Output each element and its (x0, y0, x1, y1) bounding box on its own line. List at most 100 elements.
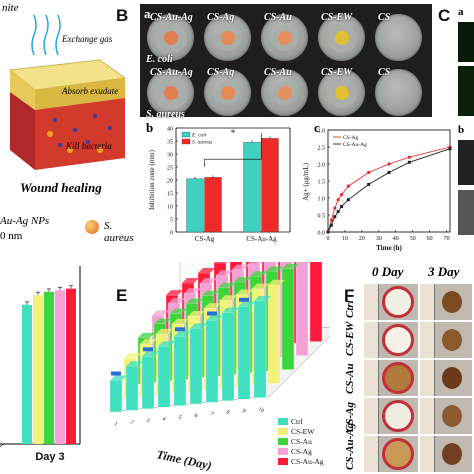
treatment-row-label: CS-Au (344, 363, 356, 394)
error-marker (111, 371, 121, 376)
x-tick-label: 4 (161, 416, 167, 423)
x-tick-label: 2 (129, 419, 135, 426)
error-marker (207, 311, 217, 316)
bar-top (124, 353, 141, 359)
bar-top (138, 332, 155, 338)
col-header-day0: 0 Day (372, 264, 404, 279)
data-point (367, 182, 371, 186)
bar-top (268, 279, 285, 285)
wound-area (442, 405, 462, 427)
legend-swatch (278, 418, 288, 425)
data-point (336, 210, 340, 214)
saureus-legend-label: S. aureus (104, 220, 134, 244)
y-tick-label: 0 (170, 231, 173, 237)
y-axis-label: Inhibition zone (mm) (148, 149, 156, 210)
bar-top (254, 296, 271, 301)
bar (141, 356, 155, 409)
dish-column-label: CS-EW (321, 12, 353, 23)
panel-cb-letter: b (458, 124, 465, 136)
data-point (340, 205, 344, 208)
dressing-block (8, 59, 127, 170)
bar-top (166, 290, 183, 296)
ruler (364, 436, 379, 472)
bar-top (236, 289, 253, 295)
bar-top (172, 318, 189, 324)
sample-disc (277, 85, 292, 100)
ruler (420, 436, 435, 472)
wound-area (442, 367, 462, 389)
bar-top (220, 295, 237, 301)
legend-swatch (181, 131, 191, 138)
bar-top (126, 361, 143, 367)
gas-arrows-icon (31, 14, 61, 56)
bar-top (218, 282, 235, 288)
panel-c-sem-2 (458, 190, 474, 235)
np-legend-label: Au-Ag NPs (0, 215, 50, 227)
wound-photo-day0 (364, 284, 418, 320)
y-tick-label: 15 (167, 192, 173, 198)
bar (173, 336, 187, 406)
dish-column-label: CS-Au-Ag (150, 12, 193, 23)
sample-disc (334, 85, 349, 100)
bar-top (158, 341, 175, 347)
sample-disc (163, 30, 178, 45)
wound-area (382, 286, 414, 318)
bar-top (168, 298, 185, 304)
wound-area (442, 443, 462, 465)
bar (205, 320, 219, 403)
x-tick-label: 60 (427, 236, 433, 242)
data-point (387, 171, 391, 174)
panel-c-sem-1 (458, 140, 474, 185)
x-tick-label: Day 3 (35, 451, 64, 463)
panel-letter-f: F (344, 286, 355, 305)
nite-label: nite (2, 2, 19, 14)
bar (66, 288, 76, 444)
x-tick-label: 50 (410, 236, 416, 242)
petri-dish (261, 69, 308, 116)
legend-label: S. aureus (192, 140, 212, 146)
petri-dish (375, 14, 422, 61)
series-line (327, 148, 451, 233)
np-size-label: 0 nm (0, 230, 23, 242)
bar-top (204, 303, 221, 309)
bar-top (184, 288, 201, 294)
data-point (346, 184, 350, 188)
bar (157, 346, 171, 408)
data-point (407, 160, 411, 164)
bar (237, 306, 251, 400)
data-point (339, 193, 344, 197)
bar (267, 284, 281, 384)
bar (204, 177, 222, 233)
y-tick-label: 2.0 (318, 163, 326, 169)
petri-dish (147, 14, 194, 61)
ruler (364, 360, 379, 396)
error-marker (175, 327, 185, 332)
dish-column-label: CS-Au-Ag (150, 67, 193, 78)
col-header-day3: 3 Day (428, 264, 460, 279)
legend-swatch (278, 458, 288, 465)
x-tick-label: 7 (209, 411, 215, 418)
ruler (364, 322, 379, 358)
legend-label: E. coli (191, 133, 207, 139)
bar (221, 312, 235, 401)
dish-column-label: CS-Ag (207, 12, 235, 23)
y-tick-label: 5 (170, 218, 173, 224)
bar (186, 178, 204, 233)
y-tick-label: 0.0 (318, 231, 326, 237)
data-point (326, 230, 330, 234)
dish-column-label: CS-EW (321, 67, 353, 78)
kill-bacteria-label: Kill bacteria (66, 141, 112, 151)
bar-top (142, 351, 159, 357)
bar-top (252, 283, 269, 289)
dish-column-label: CS (378, 12, 391, 23)
data-point (336, 198, 340, 202)
x-tick-label: 3 (145, 418, 151, 425)
x-tick-label: 9 (241, 408, 247, 415)
wound-area (382, 400, 414, 432)
legend-swatch (181, 138, 191, 145)
legend-label: CS-Au-Ag (343, 142, 367, 148)
ruler (364, 398, 379, 434)
y-tick-label: 20 (167, 179, 173, 185)
petri-dish (318, 69, 365, 116)
dish-column-label: CS-Au (264, 67, 292, 78)
